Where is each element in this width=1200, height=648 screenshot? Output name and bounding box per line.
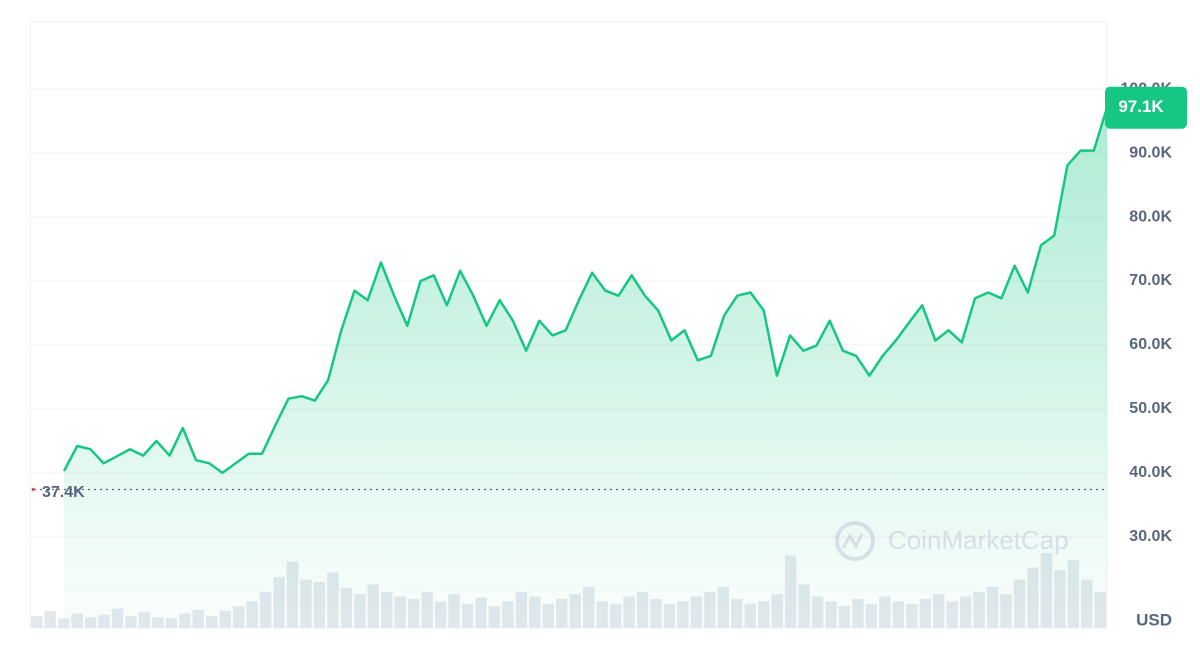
y-tick-label: 80.0K xyxy=(1129,208,1172,225)
y-tick-label: 70.0K xyxy=(1129,272,1172,289)
y-tick-label: 40.0K xyxy=(1129,464,1172,481)
y-tick-label: 50.0K xyxy=(1129,400,1172,417)
y-tick-label: 30.0K xyxy=(1129,528,1172,545)
y-tick-label: 60.0K xyxy=(1129,336,1172,353)
volume-bar xyxy=(57,618,70,628)
watermark: CoinMarketCap xyxy=(835,521,1069,561)
baseline-label: 37.4K xyxy=(42,484,85,501)
volume-bar xyxy=(31,615,43,628)
last-price-label: 97.1K xyxy=(1118,97,1164,116)
baseline-dot xyxy=(31,488,35,492)
volume-bar xyxy=(44,611,56,628)
price-line xyxy=(62,107,1109,475)
y-tick-label: 90.0K xyxy=(1129,144,1172,161)
watermark-text: CoinMarketCap xyxy=(888,525,1069,555)
price-area xyxy=(64,107,1107,628)
currency-label: USD xyxy=(1136,610,1172,629)
last-price-badge xyxy=(1105,86,1187,129)
